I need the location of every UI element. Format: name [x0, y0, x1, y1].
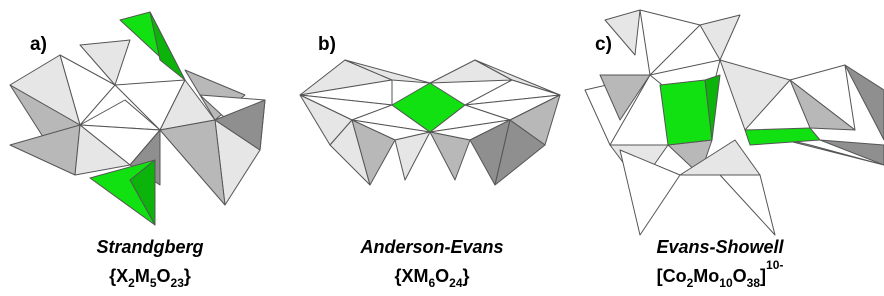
formula: [Co2Mo10O38]10-: [657, 258, 784, 290]
structure-name: Anderson-Evans: [359, 237, 503, 257]
formula-text: O: [733, 266, 747, 286]
subscript: 23: [171, 276, 185, 290]
formula: {XM6O24}: [394, 266, 469, 290]
formula-text: }: [463, 266, 470, 286]
structure-b: [300, 60, 560, 185]
figure: a) b) c) Strandgberg Anderson-Evans Evan…: [0, 0, 884, 296]
formula-text: O: [435, 266, 449, 286]
formula-text: {XM: [394, 266, 428, 286]
structure-c: [585, 10, 884, 235]
subscript: 24: [449, 276, 463, 290]
formula-text: O: [157, 266, 171, 286]
formula-text: {X: [109, 266, 128, 286]
formula-text: }: [184, 266, 191, 286]
panel-label: a): [30, 34, 47, 55]
formula: {X2M5O23}: [109, 266, 191, 290]
structure-name: Strandgberg: [96, 237, 203, 257]
formula-text: [Co: [657, 266, 687, 286]
formula-text: M: [135, 266, 150, 286]
panel-label: b): [318, 34, 336, 55]
structure-a: [10, 12, 265, 225]
panel-label: c): [595, 34, 612, 55]
structure-name: Evans-Showell: [656, 237, 784, 257]
formula-text: Mo: [693, 266, 719, 286]
superscript: 10-: [766, 258, 783, 272]
subscript: 10: [719, 276, 733, 290]
subscript: 38: [747, 276, 761, 290]
